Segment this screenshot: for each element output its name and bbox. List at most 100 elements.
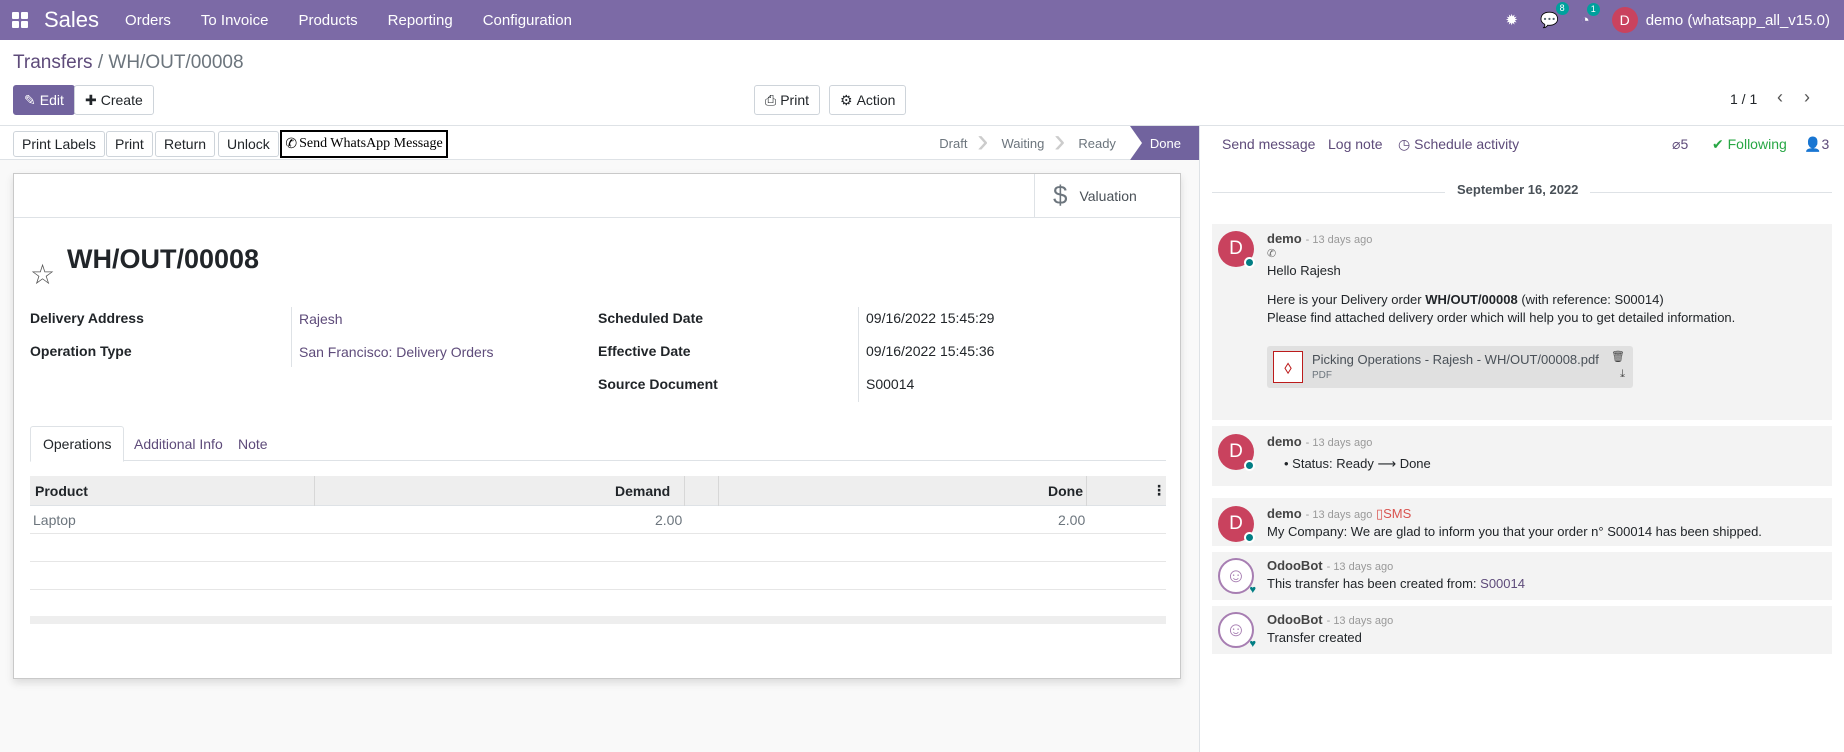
form-sheet: $ Valuation ☆ WH/OUT/00008 Delivery Addr… bbox=[13, 173, 1181, 679]
odoobot-avatar[interactable]: ☺ ♥ bbox=[1218, 558, 1256, 596]
breadcrumb: Transfers / WH/OUT/00008 bbox=[13, 52, 244, 74]
breadcrumb-current: WH/OUT/00008 bbox=[108, 52, 244, 73]
gear-icon: ⚙ bbox=[840, 91, 853, 108]
messages-badge: 8 bbox=[1555, 2, 1569, 15]
operation-type-link[interactable]: San Francisco: Delivery Orders bbox=[299, 344, 494, 360]
download-icon[interactable]: ⤓ bbox=[1620, 368, 1625, 380]
message-author[interactable]: demo - 13 days ago ▯SMS bbox=[1267, 506, 1412, 521]
message-body-greeting: Hello Rajesh bbox=[1267, 263, 1341, 278]
divider bbox=[291, 307, 292, 367]
col-demand[interactable]: Demand bbox=[615, 483, 671, 499]
star-icon[interactable]: ☆ bbox=[30, 259, 56, 290]
table-row[interactable]: Laptop 2.00 2.00 bbox=[30, 506, 1166, 534]
menu-to-invoice[interactable]: To Invoice bbox=[200, 11, 269, 29]
edit-button[interactable]: ✎ Edit bbox=[13, 85, 75, 115]
send-whatsapp-button[interactable]: ✆ Send WhatsApp Message bbox=[280, 130, 448, 158]
avatar[interactable]: D bbox=[1218, 506, 1255, 543]
stage-done[interactable]: Done bbox=[1129, 126, 1199, 160]
source-order-link[interactable]: S00014 bbox=[1480, 576, 1525, 591]
pencil-icon: ✎ bbox=[24, 91, 36, 108]
tab-note[interactable]: Note bbox=[238, 435, 268, 452]
delivery-address-label: Delivery Address bbox=[30, 310, 144, 326]
message-author[interactable]: OdooBot - 13 days ago bbox=[1267, 612, 1394, 627]
col-done[interactable]: Done bbox=[1048, 483, 1083, 499]
chatter-message: D demo - 13 days ago ▯SMS My Company: We … bbox=[1212, 498, 1832, 546]
table-row-empty bbox=[30, 534, 1166, 562]
menu-products[interactable]: Products bbox=[298, 11, 358, 29]
pdf-icon: ⬨ bbox=[1273, 351, 1303, 383]
whatsapp-icon: ✆ bbox=[285, 136, 298, 152]
menu-orders[interactable]: Orders bbox=[125, 11, 171, 29]
stage-ready[interactable]: Ready bbox=[1078, 135, 1116, 151]
message-body-line: Here is your Delivery order WH/OUT/00008… bbox=[1267, 292, 1664, 307]
table-row-empty bbox=[30, 562, 1166, 590]
whatsapp-icon: ✆ bbox=[1267, 248, 1277, 260]
send-message-button[interactable]: Send message bbox=[1222, 136, 1316, 152]
attachment-type: PDF bbox=[1312, 370, 1332, 381]
col-product[interactable]: Product bbox=[35, 483, 88, 499]
action-dropdown-button[interactable]: ⚙ Action bbox=[829, 85, 907, 115]
create-button[interactable]: ✚ Create bbox=[74, 85, 154, 115]
menu-configuration[interactable]: Configuration bbox=[482, 11, 572, 29]
print-dropdown-button[interactable]: ⎙ Print bbox=[754, 85, 820, 115]
bug-icon[interactable]: ✹ bbox=[1505, 12, 1518, 29]
control-panel: Transfers / WH/OUT/00008 ✎ Edit ✚ Create ⎙… bbox=[0, 40, 1844, 126]
plus-icon: ✚ bbox=[85, 91, 97, 108]
attachments-button[interactable]: ⌀5 bbox=[1672, 136, 1689, 152]
avatar[interactable]: D bbox=[1218, 434, 1255, 471]
messages-icon[interactable]: 💬 8 bbox=[1540, 2, 1569, 29]
attachment-card[interactable]: ⬨ Picking Operations - Rajesh - WH/OUT/0… bbox=[1267, 346, 1633, 388]
trash-icon[interactable]: 🗑 bbox=[1611, 351, 1625, 363]
scheduled-date-value: 09/16/2022 15:45:29 bbox=[866, 310, 995, 326]
chevron-right-icon[interactable]: › bbox=[1804, 87, 1810, 107]
following-button[interactable]: ✔ Following bbox=[1712, 136, 1787, 152]
message-date: - 13 days ago bbox=[1326, 561, 1394, 573]
chatter-topbar: Send message Log note ◷ Schedule activit… bbox=[1200, 126, 1844, 160]
kebab-menu-icon[interactable]: ⋮ bbox=[1152, 482, 1166, 498]
clock-icon: ◷ bbox=[1398, 136, 1411, 152]
app-name[interactable]: Sales bbox=[44, 7, 100, 32]
valuation-button[interactable]: $ Valuation bbox=[1034, 174, 1180, 217]
avatar: D bbox=[1611, 7, 1638, 33]
print-button[interactable]: Print bbox=[106, 131, 153, 157]
source-document-value: S00014 bbox=[866, 376, 915, 392]
avatar[interactable]: D bbox=[1218, 231, 1255, 268]
breadcrumb-separator: / bbox=[97, 52, 104, 73]
paperclip-icon: ⌀ bbox=[1672, 136, 1681, 152]
user-name: demo (whatsapp_all_v15.0) bbox=[1645, 11, 1830, 29]
chevron-left-icon[interactable]: ‹ bbox=[1777, 87, 1783, 107]
message-author[interactable]: demo - 13 days ago bbox=[1267, 434, 1373, 449]
breadcrumb-transfers[interactable]: Transfers bbox=[13, 52, 93, 73]
message-author[interactable]: OdooBot - 13 days ago bbox=[1267, 558, 1394, 573]
message-body: This transfer has been created from: S00… bbox=[1267, 576, 1525, 591]
status-bar: Print Labels Print Return Unlock ✆ Send W… bbox=[0, 122, 1199, 160]
return-button[interactable]: Return bbox=[155, 131, 216, 157]
stage-waiting[interactable]: Waiting › bbox=[1001, 122, 1066, 160]
delivery-address-link[interactable]: Rajesh bbox=[299, 311, 343, 327]
chatter-message: D demo - 13 days ago ✆ Hello Rajesh Here … bbox=[1212, 224, 1832, 420]
message-date: - 13 days ago bbox=[1305, 509, 1373, 521]
tab-additional-info[interactable]: Additional Info bbox=[134, 435, 223, 452]
user-menu[interactable]: D demo (whatsapp_all_v15.0) bbox=[1611, 7, 1830, 33]
user-icon: 👤 bbox=[1804, 136, 1822, 152]
followers-button[interactable]: 👤3 bbox=[1804, 136, 1830, 152]
apps-menu-icon[interactable] bbox=[0, 0, 40, 40]
sms-tag: ▯SMS bbox=[1375, 506, 1412, 521]
print-labels-button[interactable]: Print Labels bbox=[13, 131, 105, 157]
heart-icon: ♥ bbox=[1249, 584, 1256, 596]
stage-draft[interactable]: Draft › bbox=[939, 122, 989, 160]
chatter-message: D demo - 13 days ago • Status: Ready ⟶ Do… bbox=[1212, 426, 1832, 486]
schedule-activity-button[interactable]: ◷ Schedule activity bbox=[1398, 136, 1520, 152]
odoobot-avatar[interactable]: ☺ ♥ bbox=[1218, 612, 1256, 650]
tab-operations[interactable]: Operations bbox=[30, 426, 125, 462]
unlock-button[interactable]: Unlock bbox=[218, 131, 279, 157]
activities-icon[interactable]: ◔ 1 bbox=[1581, 2, 1600, 29]
menu-reporting[interactable]: Reporting bbox=[387, 11, 453, 29]
divider bbox=[858, 307, 859, 402]
message-author[interactable]: demo - 13 days ago bbox=[1267, 231, 1373, 246]
message-date: - 13 days ago bbox=[1326, 615, 1394, 627]
log-note-button[interactable]: Log note bbox=[1328, 136, 1383, 152]
pager-value[interactable]: 1 / 1 bbox=[1730, 91, 1758, 107]
message-date: - 13 days ago bbox=[1305, 437, 1373, 449]
table-header: Product Demand Done ⋮ bbox=[30, 476, 1166, 506]
